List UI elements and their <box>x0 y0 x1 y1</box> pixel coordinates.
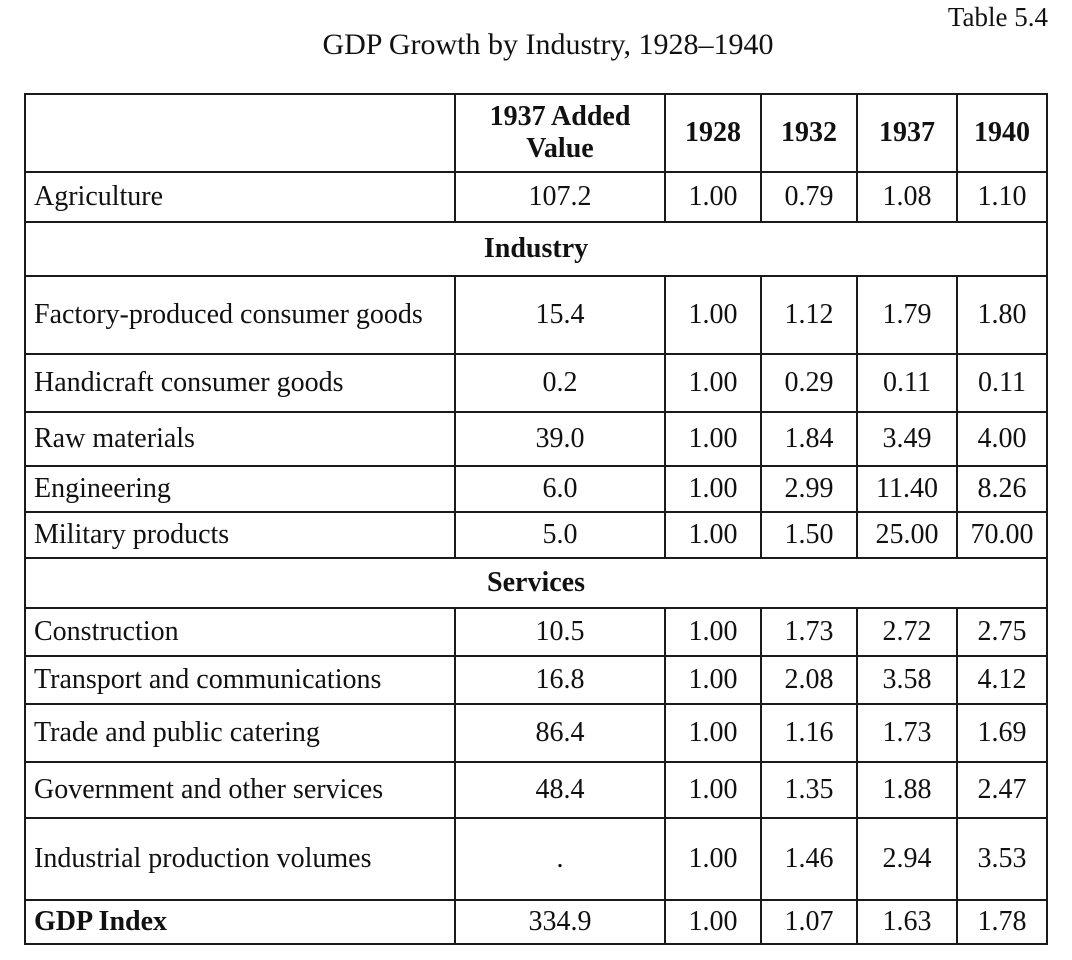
table-number: Table 5.4 <box>947 2 1048 32</box>
gdp-growth-table: 1937 Added Value 1928 1932 1937 1940 Agr… <box>24 93 1048 945</box>
cell-1937: 1.73 <box>856 703 958 763</box>
table-title: GDP Growth by Industry, 1928–1940 <box>322 28 774 61</box>
cell-added-value: 15.4 <box>454 275 666 355</box>
table-row: Transport and communications 16.8 1.00 2.08… <box>24 655 1048 705</box>
table-row: Factory-produced consumer goods 15.4 1.00 1… <box>24 275 1048 355</box>
row-label: Construction <box>24 607 456 657</box>
header-cell-blank <box>24 93 456 173</box>
header-cell-1940: 1940 <box>956 93 1048 173</box>
cell-1928: 1.00 <box>664 817 762 901</box>
row-label: GDP Index <box>24 899 456 945</box>
row-label: Trade and public catering <box>24 703 456 763</box>
cell-1940: 2.47 <box>956 761 1048 819</box>
section-row: Services <box>24 557 1048 609</box>
cell-1932: 1.84 <box>760 411 858 467</box>
table-row: GDP Index 334.9 1.00 1.07 1.63 1.78 <box>24 899 1048 945</box>
cell-added-value: 16.8 <box>454 655 666 705</box>
header-cell-added-value: 1937 Added Value <box>454 93 666 173</box>
row-label: Handicraft consumer goods <box>24 353 456 413</box>
cell-added-value: 5.0 <box>454 511 666 559</box>
header-row: 1937 Added Value 1928 1932 1937 1940 <box>24 93 1048 173</box>
cell-1928: 1.00 <box>664 465 762 513</box>
cell-added-value: 107.2 <box>454 171 666 223</box>
table-body: 1937 Added Value 1928 1932 1937 1940 Agr… <box>24 93 1048 945</box>
row-label: Industrial production volumes <box>24 817 456 901</box>
row-label: Transport and communications <box>24 655 456 705</box>
row-label: Government and other services <box>24 761 456 819</box>
cell-1928: 1.00 <box>664 171 762 223</box>
header-cell-1937: 1937 <box>856 93 958 173</box>
table-row: Construction 10.5 1.00 1.73 2.72 2.75 <box>24 607 1048 657</box>
cell-added-value: 334.9 <box>454 899 666 945</box>
table-row: Trade and public catering 86.4 1.00 1.16 1.7… <box>24 703 1048 763</box>
table-row: Raw materials 39.0 1.00 1.84 3.49 4.00 <box>24 411 1048 467</box>
cell-1932: 1.07 <box>760 899 858 945</box>
cell-1940: 3.53 <box>956 817 1048 901</box>
cell-1932: 1.46 <box>760 817 858 901</box>
table-row: Industrial production volumes. 1.00 1.46 2.… <box>24 817 1048 901</box>
cell-added-value: 6.0 <box>454 465 666 513</box>
table-row: Handicraft consumer goods 0.2 1.00 0.29 0.11… <box>24 353 1048 413</box>
cell-1928: 1.00 <box>664 275 762 355</box>
cell-added-value: . <box>454 817 666 901</box>
cell-1932: 1.16 <box>760 703 858 763</box>
header-cell-1932: 1932 <box>760 93 858 173</box>
cell-1928: 1.00 <box>664 353 762 413</box>
table-row: Engineering 6.0 1.00 2.99 11.40 8.26 <box>24 465 1048 513</box>
cell-1940: 4.12 <box>956 655 1048 705</box>
cell-1937: 11.40 <box>856 465 958 513</box>
table-row: Government and other services 48.4 1.00 1.3… <box>24 761 1048 819</box>
cell-1928: 1.00 <box>664 511 762 559</box>
cell-added-value: 48.4 <box>454 761 666 819</box>
cell-1932: 1.73 <box>760 607 858 657</box>
cell-1928: 1.00 <box>664 703 762 763</box>
cell-1940: 1.69 <box>956 703 1048 763</box>
table-row: Agriculture 107.2 1.00 0.79 1.08 1.10 <box>24 171 1048 223</box>
cell-added-value: 39.0 <box>454 411 666 467</box>
cell-1940: 1.78 <box>956 899 1048 945</box>
row-label: Raw materials <box>24 411 456 467</box>
cell-added-value: 86.4 <box>454 703 666 763</box>
section-heading: Services <box>24 557 1048 609</box>
cell-1937: 3.58 <box>856 655 958 705</box>
cell-1937: 1.88 <box>856 761 958 819</box>
row-label: Engineering <box>24 465 456 513</box>
cell-1937: 0.11 <box>856 353 958 413</box>
table-row: Military products 5.0 1.00 1.50 25.00 70.00 <box>24 511 1048 559</box>
cell-1932: 2.08 <box>760 655 858 705</box>
cell-1937: 25.00 <box>856 511 958 559</box>
cell-1940: 0.11 <box>956 353 1048 413</box>
cell-1928: 1.00 <box>664 899 762 945</box>
cell-added-value: 10.5 <box>454 607 666 657</box>
cell-1940: 2.75 <box>956 607 1048 657</box>
cell-1940: 1.10 <box>956 171 1048 223</box>
cell-1928: 1.00 <box>664 411 762 467</box>
row-label: Factory-produced consumer goods <box>24 275 456 355</box>
cell-1937: 2.72 <box>856 607 958 657</box>
cell-1932: 0.79 <box>760 171 858 223</box>
cell-1937: 2.94 <box>856 817 958 901</box>
cell-1937: 1.79 <box>856 275 958 355</box>
cell-1932: 0.29 <box>760 353 858 413</box>
cell-1928: 1.00 <box>664 761 762 819</box>
cell-1932: 1.12 <box>760 275 858 355</box>
cell-1932: 1.50 <box>760 511 858 559</box>
cell-1928: 1.00 <box>664 607 762 657</box>
cell-1937: 1.08 <box>856 171 958 223</box>
cell-1940: 4.00 <box>956 411 1048 467</box>
cell-1928: 1.00 <box>664 655 762 705</box>
cell-1932: 1.35 <box>760 761 858 819</box>
cell-1940: 70.00 <box>956 511 1048 559</box>
section-row: Industry <box>24 221 1048 277</box>
header-cell-1928: 1928 <box>664 93 762 173</box>
cell-1937: 3.49 <box>856 411 958 467</box>
cell-1937: 1.63 <box>856 899 958 945</box>
section-heading: Industry <box>24 221 1048 277</box>
row-label: Military products <box>24 511 456 559</box>
cell-1932: 2.99 <box>760 465 858 513</box>
cell-added-value: 0.2 <box>454 353 666 413</box>
cell-1940: 1.80 <box>956 275 1048 355</box>
row-label: Agriculture <box>24 171 456 223</box>
cell-1940: 8.26 <box>956 465 1048 513</box>
